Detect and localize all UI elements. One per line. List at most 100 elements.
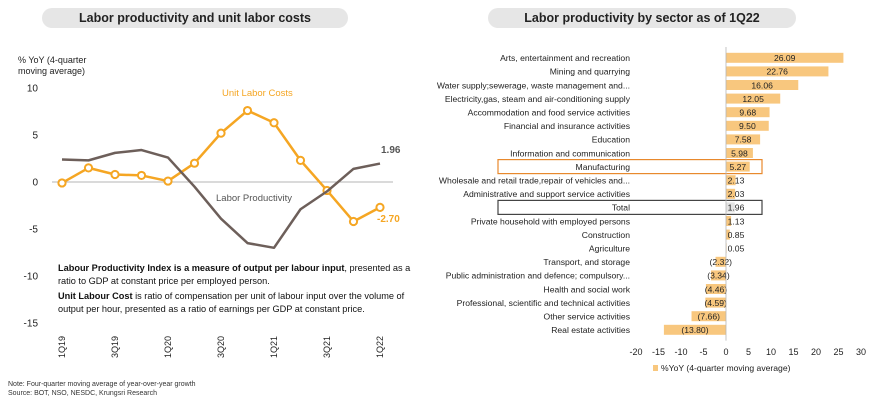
x-tick-label: -5 [699,347,707,357]
bar [726,66,829,77]
ulc-point [375,202,385,212]
x-tick-label: 1Q20 [163,336,173,358]
right-panel-title: Labor productivity by sector as of 1Q22 [488,8,796,28]
bar [726,120,769,131]
category-label: Electricity,gas, steam and air-condition… [445,94,631,104]
bar [691,311,726,322]
x-tick-label: 3Q19 [110,336,120,358]
data-label: (13.80) [681,325,708,335]
data-label: 9.50 [739,121,756,131]
ulc-point [110,169,120,180]
x-tick-label: 30 [856,347,866,357]
x-tick-label: 0 [723,347,728,357]
data-label: (3.34) [707,271,730,281]
legend-label: %YoY (4-quarter moving average) [661,363,791,373]
category-label: Financial and insurance activities [504,121,630,131]
x-tick-label: -10 [674,347,687,357]
lpi-definition: Labour Productivity Index is a measure o… [58,262,418,287]
bar [726,148,753,158]
category-label: Transport, and storage [543,257,630,267]
ulc-point [136,170,147,181]
data-label: (4.59) [704,298,727,308]
category-label: Public administration and defence; compu… [446,271,630,281]
ulc-definition-bold: Unit Labour Cost [58,291,133,301]
category-label: Private household with employed persons [471,216,630,226]
x-tick-label: 20 [811,347,821,357]
x-tick-label: 1Q19 [57,336,67,358]
data-label: (4.46) [705,284,728,294]
bar [663,324,726,335]
data-label: 22.76 [766,67,788,77]
bar [705,284,726,294]
y-tick-label: 0 [32,178,38,189]
y-tick-label: -5 [29,225,38,236]
data-label: 1.96 [728,203,745,213]
ulc-definition-rest: is ratio of compensation per unit of lab… [58,291,405,314]
ulc-line [61,109,381,223]
data-label: 5.27 [729,162,746,172]
lp-line [61,148,381,250]
data-label: 2.13 [728,176,745,186]
ulc-end-label: -2.70 [377,214,400,225]
data-label: 1.13 [728,216,745,226]
bar [726,202,735,213]
bar [726,107,770,118]
category-label: Mining and quarrying [550,67,630,77]
ulc-point [348,216,359,227]
data-label: 16.06 [751,80,773,90]
category-label: Agriculture [589,244,630,254]
category-label: Health and social work [544,284,631,294]
data-label: 5.98 [731,148,748,158]
y-axis-label-line1: % YoY (4-quarter [18,55,86,65]
x-tick-label: 10 [766,347,776,357]
data-label: 0.85 [728,230,745,240]
ulc-point [295,155,306,165]
footnote-note: Note: Four-quarter moving average of yea… [8,381,196,388]
category-label: Professional, scientific and technical a… [457,298,630,308]
category-label: Other service activities [544,312,630,322]
bar [715,256,726,267]
category-label: Construction [582,230,630,240]
bar [726,93,781,104]
bar [726,52,844,63]
x-tick-label: -15 [652,347,665,357]
data-label: 9.68 [739,108,756,118]
ulc-point [242,105,253,116]
left-panel-title: Labor productivity and unit labor costs [42,8,348,28]
bar [726,175,736,186]
category-label: Education [592,135,630,145]
data-label: (2.32) [710,257,733,267]
bar [726,216,732,226]
category-label: Water supply;sewerage, waste management … [437,80,630,90]
highlight-box-total [497,199,763,215]
ulc-point [216,128,226,138]
lpi-definition-bold: Labour Productivity Index is a measure o… [58,263,345,273]
x-tick-label: 15 [788,347,798,357]
ulc-point [189,158,200,168]
highlight-box-manufacturing [497,159,763,175]
x-tick-label: 1Q22 [375,336,385,358]
x-tick-label: 1Q21 [269,336,279,358]
bar-chart: Arts, entertainment and recreation 26.09 M… [437,47,866,373]
ulc-point [163,176,173,186]
line-chart: % YoY (4-quarter moving average) 10 5 0 -5 -10… [18,55,401,358]
y-tick-label: 10 [27,84,39,95]
bar [705,297,726,308]
y-tick-label: -15 [24,319,39,330]
data-label: 7.58 [735,135,752,145]
legend-swatch [653,365,658,371]
footnote-source: Source: BOT, NSO, NESDC, Krungsri Resear… [8,390,157,397]
data-label: (7.66) [698,312,721,322]
x-tick-label: -20 [629,347,642,357]
data-label: 26.09 [774,53,796,63]
bar [726,134,761,145]
data-label: 2.03 [728,189,745,199]
bar [726,229,730,240]
category-label: Total [612,203,630,213]
ulc-definition: Unit Labour Cost is ratio of compensatio… [58,290,418,315]
category-label: Wholesale and retail trade,repair of veh… [439,176,630,186]
y-axis-label-line2: moving average) [18,66,85,76]
category-label: Accommodation and food service activitie… [468,108,630,118]
category-label: Arts, entertainment and recreation [500,53,630,63]
y-tick-label: 5 [32,131,38,142]
